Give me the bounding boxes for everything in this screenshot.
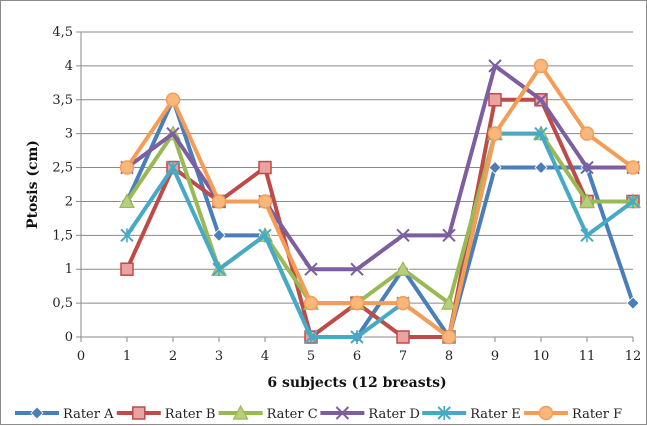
data-point	[257, 194, 273, 209]
y-tick-label: 1	[65, 262, 73, 277]
x-tick-label: 0	[77, 349, 85, 364]
data-point	[578, 193, 596, 209]
legend-marker	[538, 405, 554, 421]
x-tick-label: 10	[533, 349, 550, 364]
data-point	[396, 330, 410, 344]
x-tick-label: 3	[215, 349, 223, 364]
legend-item: Rater E	[422, 406, 521, 422]
tick-labels: 00,511,522,533,544,50 1 2 3 4 5 6 7 8 9 10 11 12	[52, 25, 641, 364]
legend: Rater A Rater B Rater C Rater D Rater E Rater…	[15, 404, 622, 422]
data-point	[303, 295, 319, 311]
x-axis-title: 6 subjects (12 breasts)	[267, 375, 446, 391]
x-tick-label: 12	[625, 349, 642, 364]
data-point	[120, 228, 134, 243]
y-tick-label: 3	[65, 127, 73, 142]
y-tick-label: 0,5	[52, 296, 73, 311]
series-line	[125, 131, 635, 339]
data-point	[394, 260, 412, 276]
legend-label: Rater C	[267, 407, 318, 422]
data-point	[488, 59, 502, 73]
data-point	[580, 228, 594, 243]
legend-label: Rater D	[368, 407, 420, 422]
legend-marker	[132, 406, 146, 420]
data-point	[349, 295, 365, 311]
data-point	[534, 93, 548, 107]
series-line	[125, 63, 635, 339]
series-group	[118, 58, 642, 345]
legend-label: Rater F	[572, 407, 622, 422]
legend-label: Rater A	[63, 407, 114, 422]
data-point	[626, 296, 640, 310]
data-point	[488, 160, 502, 175]
data-point	[441, 329, 457, 345]
y-tick-label: 2,5	[52, 161, 73, 176]
x-tick-label: 7	[399, 349, 407, 364]
data-point	[487, 126, 503, 141]
data-point	[118, 193, 136, 209]
data-point	[119, 160, 135, 175]
legend-item: Rater C	[218, 404, 318, 422]
data-point	[258, 228, 272, 243]
series-rater-f	[119, 58, 641, 345]
data-point	[350, 330, 364, 344]
x-tick-label: 2	[169, 349, 177, 364]
series-line	[125, 63, 635, 272]
y-tick-label: 0	[65, 330, 73, 345]
legend-marker	[232, 404, 249, 420]
x-tick-label: 4	[261, 349, 269, 364]
x-tick-label: 9	[491, 349, 499, 364]
y-axis-title: Ptosis (cm)	[25, 140, 41, 229]
data-point	[534, 126, 548, 141]
data-point	[396, 228, 410, 243]
x-tick-label: 11	[579, 349, 596, 364]
y-tick-label: 1,5	[52, 228, 73, 243]
data-point	[440, 294, 458, 310]
legend-item: Rater F	[524, 405, 622, 422]
data-point	[488, 93, 502, 107]
legend-item: Rater D	[320, 406, 420, 422]
x-tick-label: 6	[353, 349, 361, 364]
data-point	[212, 262, 226, 277]
data-point	[579, 126, 595, 141]
y-tick-label: 4,5	[52, 25, 73, 40]
data-point	[212, 228, 226, 242]
data-point	[258, 160, 272, 175]
x-tick-label: 8	[445, 349, 453, 364]
series-line	[125, 131, 635, 306]
data-point	[533, 58, 549, 74]
data-point	[626, 194, 640, 209]
data-point	[166, 126, 180, 141]
legend-label: Rater B	[165, 407, 216, 422]
data-point	[165, 92, 181, 108]
legend-marker	[30, 406, 44, 420]
data-point	[166, 160, 180, 175]
data-point	[211, 194, 227, 209]
y-tick-label: 2	[65, 194, 73, 209]
y-tick-label: 4	[65, 59, 73, 74]
legend-marker	[335, 406, 350, 420]
data-point	[304, 262, 318, 276]
data-point	[395, 295, 411, 311]
data-point	[580, 160, 594, 175]
legend-label: Rater E	[470, 407, 521, 422]
data-point	[534, 160, 548, 175]
legend-item: Rater A	[15, 406, 114, 422]
data-point	[120, 262, 134, 276]
legend-item: Rater B	[116, 406, 216, 422]
y-tick-label: 3,5	[52, 93, 73, 108]
data-point	[442, 228, 456, 243]
data-point	[304, 330, 318, 344]
data-point	[350, 262, 364, 276]
data-point	[625, 160, 641, 175]
x-tick-label: 5	[307, 349, 315, 364]
x-tick-label: 1	[123, 349, 131, 364]
legend-marker	[437, 406, 451, 420]
